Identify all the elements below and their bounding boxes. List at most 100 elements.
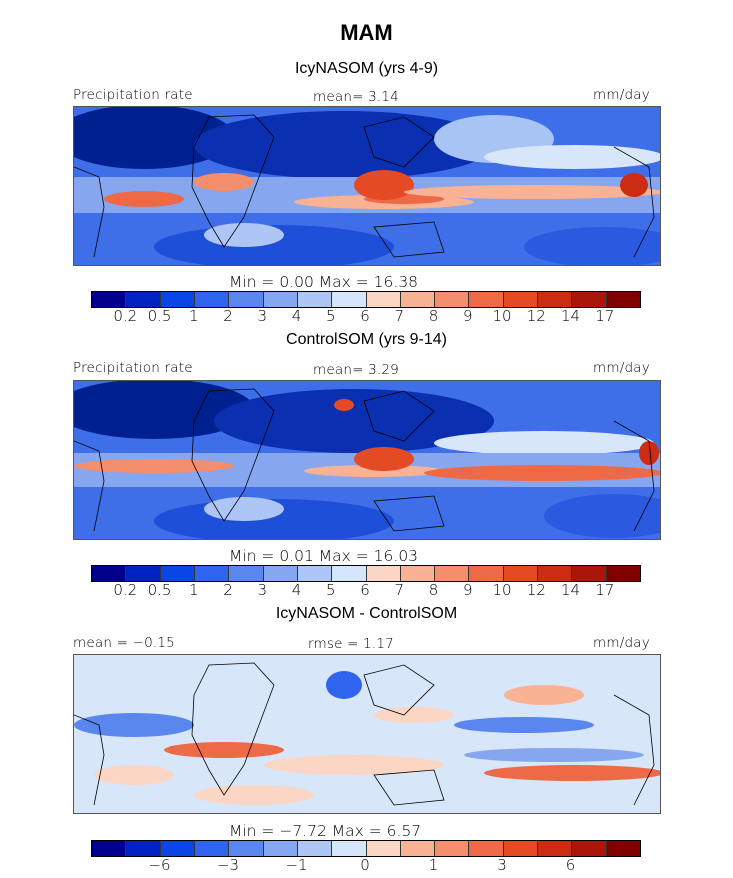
colorbar-segment <box>229 841 264 856</box>
colorbar-tick-label: 17 <box>595 307 615 325</box>
colorbar-tick-label: 12 <box>526 307 546 325</box>
colorbar-tick-label: 17 <box>595 581 615 599</box>
colorbar-tick-label: 10 <box>492 581 512 599</box>
colorbar-tick-label: 14 <box>560 581 581 599</box>
colorbar-segment <box>92 566 127 581</box>
colorbar-3 <box>91 840 641 857</box>
colorbar-tick-label: 3 <box>497 856 507 874</box>
panel-2-left-label: Precipitation rate <box>73 360 193 376</box>
colorbar-1 <box>91 291 641 308</box>
colorbar-tick-label: 2 <box>223 581 233 599</box>
colorbar-segment <box>572 566 607 581</box>
colorbar-segment <box>366 566 401 581</box>
panel-2-title: ControlSOM (yrs 9-14) <box>286 331 447 348</box>
colorbar-segment <box>92 841 127 856</box>
colorbar-tick-label: 10 <box>492 307 512 325</box>
panel-2-center-label: mean= 3.29 <box>313 362 399 378</box>
colorbar-segment <box>263 841 298 856</box>
colorbar-segment <box>469 566 504 581</box>
colorbar-tick-label: 7 <box>394 581 405 599</box>
colorbar-segment <box>194 292 230 307</box>
colorbar-3-ticks: −6 −3 −1 0 1 3 6 <box>91 856 641 876</box>
colorbar-segment <box>435 566 470 581</box>
colorbar-segment <box>332 292 367 307</box>
panel-3-right-label: mm/day <box>593 635 650 651</box>
colorbar-2 <box>91 565 641 582</box>
panel-3-center-label: rmse = 1.17 <box>308 636 394 652</box>
colorbar-tick-label: 5 <box>325 307 336 325</box>
panel-1-minmax: Min = 0.00 Max = 16.38 <box>229 273 419 291</box>
panel-3-title: IcyNASOM - ControlSOM <box>275 605 458 622</box>
colorbar-segment <box>160 566 195 581</box>
colorbar-segment <box>160 292 195 307</box>
colorbar-tick-label: 6 <box>360 581 370 599</box>
panel-3-left-label: mean = −0.15 <box>73 635 175 651</box>
precip-map-2 <box>73 380 661 540</box>
diff-map <box>73 654 661 814</box>
colorbar-2-ticks: 0.2 0.5 1 2 3 4 5 6 7 8 9 10 12 14 17 <box>91 581 641 601</box>
colorbar-segment <box>229 566 264 581</box>
colorbar-segment <box>194 841 230 856</box>
colorbar-segment <box>92 292 127 307</box>
colorbar-tick-label: 3 <box>257 307 268 325</box>
colorbar-tick-label: 2 <box>223 307 233 325</box>
colorbar-segment <box>366 841 401 856</box>
colorbar-1-ticks: 0.2 0.5 1 2 3 4 5 6 7 8 9 10 12 14 17 <box>91 307 641 327</box>
colorbar-segment <box>332 566 367 581</box>
colorbar-segment <box>297 841 333 856</box>
panel-2-minmax: Min = 0.01 Max = 16.03 <box>229 547 419 565</box>
colorbar-tick-label: −1 <box>285 856 308 874</box>
colorbar-segment <box>469 292 504 307</box>
colorbar-tick-label: 5 <box>325 581 336 599</box>
colorbar-tick-label: 3 <box>257 581 268 599</box>
colorbar-segment <box>606 566 640 581</box>
colorbar-tick-label: 0.5 <box>147 581 172 599</box>
colorbar-tick-label: 0 <box>360 856 370 874</box>
colorbar-segment <box>503 566 539 581</box>
colorbar-segment <box>503 292 539 307</box>
colorbar-segment <box>400 841 436 856</box>
colorbar-segment <box>297 566 333 581</box>
colorbar-segment <box>332 841 367 856</box>
colorbar-segment <box>366 292 401 307</box>
colorbar-segment <box>606 292 640 307</box>
panel-1-left-label: Precipitation rate <box>73 87 193 103</box>
colorbar-segment <box>606 841 640 856</box>
panel-1-title: IcyNASOM (yrs 4-9) <box>294 60 439 77</box>
colorbar-segment <box>263 292 298 307</box>
colorbar-tick-label: 1 <box>188 581 199 599</box>
precip-map-1 <box>73 106 661 266</box>
colorbar-tick-label: −3 <box>216 856 240 874</box>
colorbar-tick-label: 0.2 <box>113 307 138 325</box>
panel-3-minmax: Min = −7.72 Max = 6.57 <box>229 822 422 840</box>
colorbar-segment <box>194 566 230 581</box>
colorbar-segment <box>435 292 470 307</box>
colorbar-segment <box>126 566 161 581</box>
colorbar-tick-label: 6 <box>565 856 576 874</box>
colorbar-segment <box>572 292 607 307</box>
colorbar-segment <box>435 841 470 856</box>
colorbar-tick-label: 8 <box>428 307 439 325</box>
colorbar-segment <box>538 292 573 307</box>
colorbar-tick-label: 7 <box>394 307 405 325</box>
colorbar-tick-label: 9 <box>462 307 473 325</box>
colorbar-tick-label: 1 <box>188 307 199 325</box>
colorbar-segment <box>297 292 333 307</box>
colorbar-segment <box>229 292 264 307</box>
colorbar-segment <box>263 566 298 581</box>
colorbar-segment <box>400 292 436 307</box>
colorbar-segment <box>503 841 539 856</box>
figure-title: MAM <box>340 20 393 45</box>
colorbar-segment <box>469 841 504 856</box>
panel-2-right-label: mm/day <box>593 360 650 376</box>
colorbar-tick-label: 0.2 <box>113 581 138 599</box>
panel-1-center-label: mean= 3.14 <box>313 89 399 105</box>
colorbar-segment <box>538 841 573 856</box>
panel-1-right-label: mm/day <box>593 87 650 103</box>
colorbar-segment <box>400 566 436 581</box>
colorbar-segment <box>538 566 573 581</box>
colorbar-tick-label: −6 <box>148 856 171 874</box>
colorbar-tick-label: 12 <box>526 581 546 599</box>
colorbar-tick-label: 6 <box>360 307 370 325</box>
colorbar-tick-label: 0.5 <box>147 307 172 325</box>
